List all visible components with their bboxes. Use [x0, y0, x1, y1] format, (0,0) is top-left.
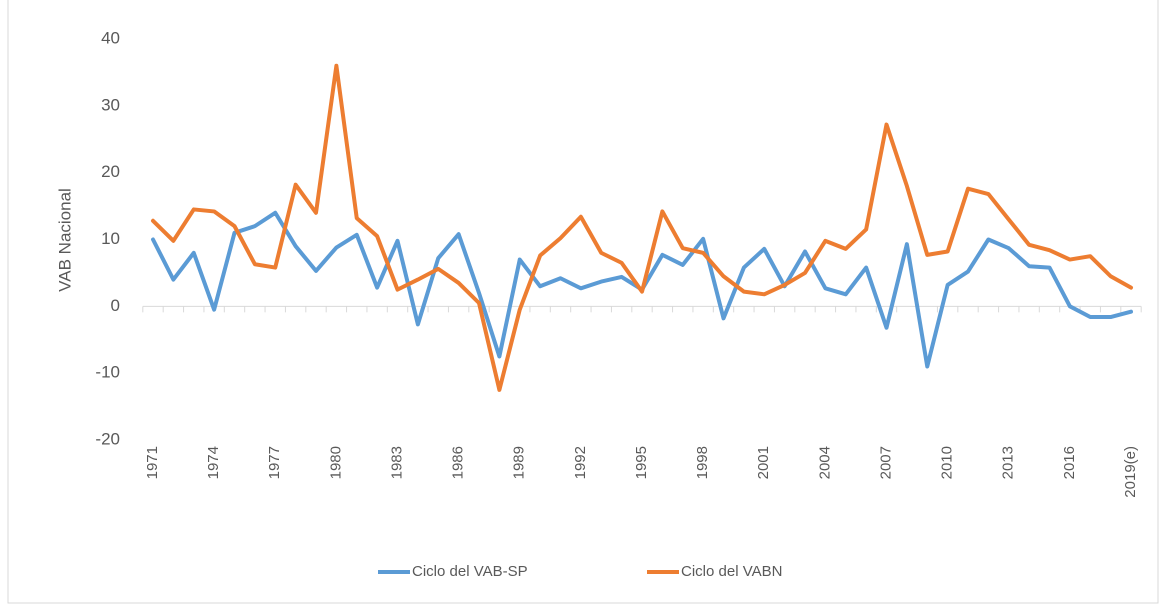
legend-label: Ciclo del VAB-SP [412, 563, 528, 580]
y-tick-label: 0 [111, 296, 120, 315]
y-axis-label: VAB Nacional [55, 188, 74, 292]
x-tick-label: 2007 [877, 446, 894, 479]
x-tick-label: 2019(e) [1122, 446, 1139, 498]
x-tick-label: 1974 [205, 446, 222, 479]
y-tick-label: 40 [101, 28, 120, 47]
y-tick-label: 20 [101, 162, 120, 181]
data-line [151, 63, 1133, 392]
x-tick-label: 1980 [327, 446, 344, 479]
y-tick-label: 10 [101, 229, 120, 248]
y-tick-label: -10 [95, 363, 120, 382]
x-tick-label: 2016 [1061, 446, 1078, 479]
y-tick-label: -20 [95, 429, 120, 448]
x-tick-label: 2013 [1000, 446, 1017, 479]
x-tick-label: 1989 [511, 446, 528, 479]
x-tick-label: 1977 [266, 446, 283, 479]
legend-label: Ciclo del VABN [681, 563, 782, 580]
x-tick-label: 2004 [816, 446, 833, 479]
x-tick-label: 2001 [755, 446, 772, 479]
chart-border [7, 0, 1159, 604]
x-tick-label: 1971 [144, 446, 161, 479]
x-tick-label: 1986 [450, 446, 467, 479]
x-tick-label: 1995 [633, 446, 650, 479]
x-tick-label: 2010 [939, 446, 956, 479]
y-tick-label: 30 [101, 95, 120, 114]
x-tick-label: 1992 [572, 446, 589, 479]
x-tick-label: 1998 [694, 446, 711, 479]
x-tick-label: 1983 [388, 446, 405, 479]
